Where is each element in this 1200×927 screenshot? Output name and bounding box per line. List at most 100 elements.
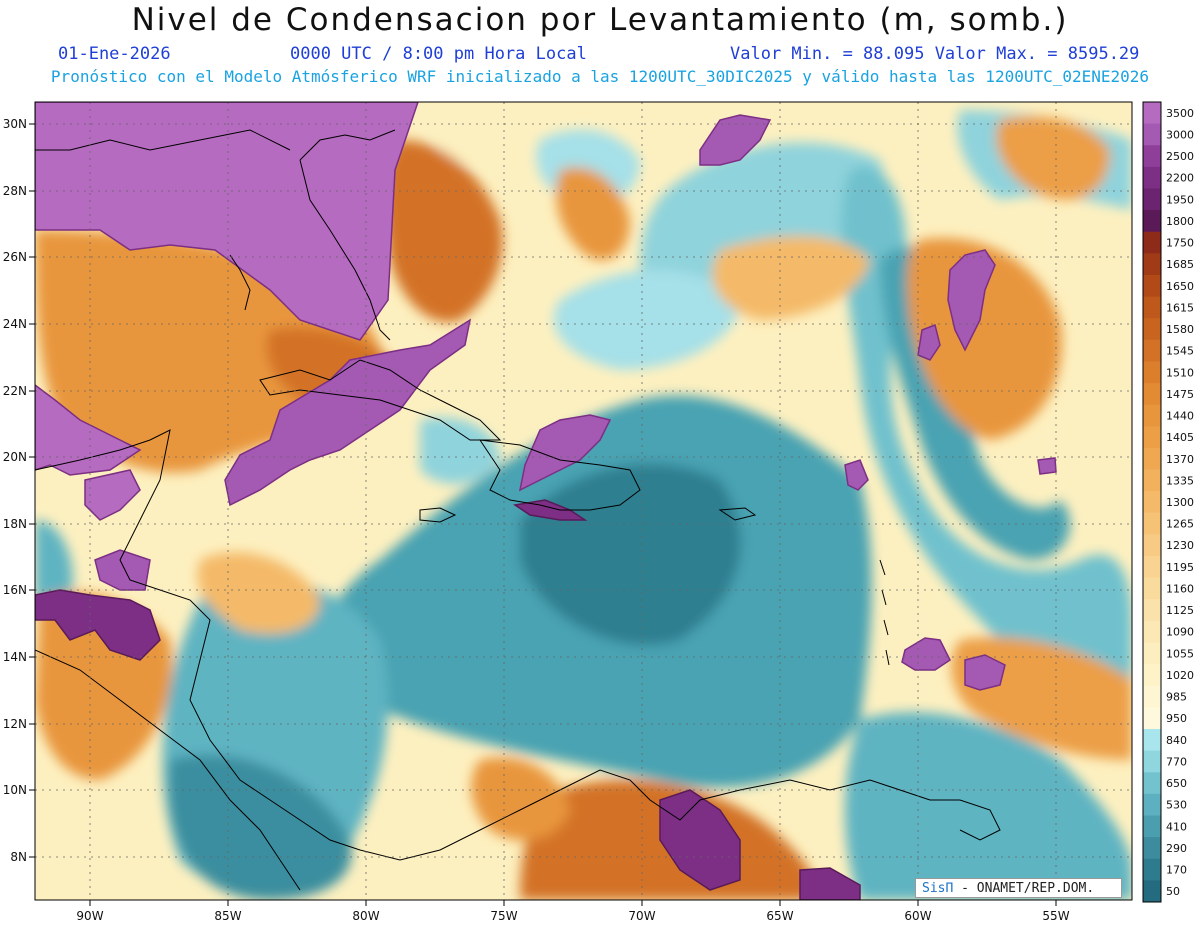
colorbar-swatch: [1143, 491, 1161, 514]
lon-label: 60W: [904, 909, 931, 923]
forecast-date: 01-Ene-2026: [58, 44, 171, 64]
lon-label: 65W: [766, 909, 793, 923]
lat-label: 24N: [3, 317, 27, 331]
colorbar-label: 3500: [1166, 107, 1194, 120]
colorbar-swatch: [1143, 880, 1161, 903]
lon-label: 55W: [1042, 909, 1069, 923]
lat-label: 12N: [3, 717, 27, 731]
colorbar-label: 410: [1166, 820, 1187, 833]
colorbar-label: 1125: [1166, 604, 1194, 617]
colorbar-swatch: [1143, 426, 1161, 449]
colorbar-label: 950: [1166, 712, 1187, 725]
min-max-values: Valor Min. = 88.095 Valor Max. = 8595.29: [730, 44, 1140, 64]
condensation-field: [35, 102, 1132, 900]
model-note: Pronóstico con el Modelo Atmósferico WRF…: [50, 67, 1150, 86]
lon-label: 80W: [352, 909, 379, 923]
colorbar-swatch: [1143, 361, 1161, 384]
colorbar-swatch: [1143, 534, 1161, 557]
colorbar-label: 2200: [1166, 172, 1194, 185]
colorbar-swatch: [1143, 793, 1161, 817]
credit-box: SisΠ - ONAMET/REP.DOM.: [915, 878, 1122, 898]
lat-label: 30N: [3, 117, 27, 131]
colorbar-label: 290: [1166, 842, 1187, 855]
colorbar-swatch: [1143, 166, 1161, 189]
coastline-shape: [35, 129, 1001, 891]
colorbar-swatch: [1143, 772, 1161, 795]
sispi-logo: SisΠ: [922, 881, 954, 896]
lat-label: 20N: [3, 450, 27, 464]
lon-label: 75W: [490, 909, 517, 923]
colorbar-swatch: [1143, 318, 1161, 341]
axis-ticks: [29, 123, 1057, 906]
colorbar-swatch: [1143, 750, 1161, 773]
colorbar-swatch: [1143, 512, 1161, 535]
colorbar-label: 170: [1166, 864, 1187, 877]
lon-label: 90W: [76, 909, 103, 923]
colorbar-label: 2500: [1166, 150, 1194, 163]
colorbar-swatch: [1143, 837, 1161, 860]
lat-label: 8N: [10, 850, 27, 864]
colorbar-label: 650: [1166, 777, 1187, 790]
lat-lon-grid: [35, 102, 1132, 900]
lon-label: 70W: [628, 909, 655, 923]
colorbar-swatch: [1143, 707, 1161, 730]
colorbar-label: 1405: [1166, 431, 1194, 444]
colorbar-swatch: [1143, 664, 1161, 687]
colorbar: 3500 3000 2500 2200 1950 1800 1750 1685 1650 1615…: [1142, 101, 1194, 903]
colorbar-label: 1475: [1166, 388, 1194, 401]
colorbar-label: 1580: [1166, 323, 1194, 336]
colorbar-label: 840: [1166, 734, 1187, 747]
colorbar-label: 530: [1166, 799, 1187, 812]
colorbar-swatch: [1143, 123, 1161, 146]
colorbar-label: 1685: [1166, 258, 1194, 271]
map-title: Nivel de Condensacion por Levantamiento …: [131, 2, 1069, 38]
colorbar-label: 3000: [1166, 128, 1194, 141]
colorbar-label: 1750: [1166, 237, 1194, 250]
colorbar-label: 1090: [1166, 626, 1194, 639]
colorbar-swatch: [1143, 383, 1161, 406]
colorbar-swatch: [1143, 620, 1161, 644]
colorbar-label: 1650: [1166, 280, 1194, 293]
colorbar-frame: [1142, 101, 1162, 903]
colorbar-swatch: [1143, 145, 1161, 168]
colorbar-swatch: [1143, 858, 1161, 881]
lat-label: 28N: [3, 184, 27, 198]
lon-labels: 90W 85W 80W 75W 70W 65W 60W 55W: [76, 909, 1069, 923]
lat-label: 10N: [3, 783, 27, 797]
colorbar-swatch: [1143, 296, 1161, 319]
colorbar-label: 1195: [1166, 561, 1194, 574]
lat-label: 18N: [3, 517, 27, 531]
colorbar-swatch: [1143, 274, 1161, 298]
colorbar-label: 1335: [1166, 474, 1194, 487]
colorbar-swatch: [1143, 469, 1161, 492]
colorbar-label: 1615: [1166, 301, 1194, 314]
colorbar-label: 1440: [1166, 410, 1194, 423]
colorbar-swatch: [1143, 339, 1161, 362]
colorbar-swatch: [1143, 642, 1161, 665]
colorbar-label: 1545: [1166, 345, 1194, 358]
colorbar-swatch: [1143, 556, 1161, 579]
colorbar-swatch: [1143, 404, 1161, 427]
colorbar-swatch: [1143, 253, 1161, 276]
colorbar-swatch: [1143, 815, 1161, 838]
colorbar-swatch: [1143, 729, 1161, 752]
colorbar-label: 1370: [1166, 453, 1194, 466]
colorbar-swatch: [1143, 210, 1161, 233]
credit-text: - ONAMET/REP.DOM.: [953, 881, 1095, 896]
forecast-time: 0000 UTC / 8:00 pm Hora Local: [290, 44, 587, 64]
colorbar-label: 1020: [1166, 669, 1194, 682]
colorbar-swatch: [1143, 188, 1161, 211]
colorbar-swatch: [1143, 231, 1161, 254]
colorbar-label: 1950: [1166, 193, 1194, 206]
colorbar-label: 1230: [1166, 539, 1194, 552]
lat-label: 14N: [3, 650, 27, 664]
lon-label: 85W: [214, 909, 241, 923]
colorbar-swatch: [1143, 685, 1161, 708]
colorbar-label: 1055: [1166, 647, 1194, 660]
colorbar-swatch: [1143, 599, 1161, 622]
colorbar-label: 1510: [1166, 366, 1194, 379]
colorbar-label: 1265: [1166, 518, 1194, 531]
colorbar-label: 770: [1166, 755, 1187, 768]
lat-label: 22N: [3, 384, 27, 398]
